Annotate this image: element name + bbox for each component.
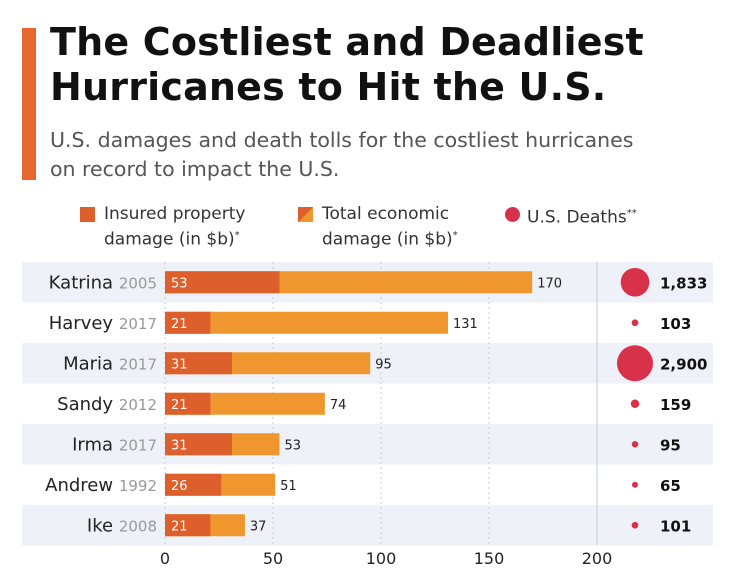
death-label: 65 xyxy=(660,477,681,495)
legend-swatch-insured xyxy=(80,207,95,222)
accent-bar xyxy=(22,28,36,180)
legend-insured: Insured property damage (in $b)* xyxy=(104,203,245,251)
chart-subtitle: U.S. damages and death tolls for the cos… xyxy=(50,126,633,184)
hurricane-year: 2017 xyxy=(119,315,157,333)
subtitle-line-2: on record to impact the U.S. xyxy=(50,157,340,181)
category-label: Katrina 2005 xyxy=(49,272,157,293)
bar-insured-label: 31 xyxy=(171,357,188,372)
bar-insured-label: 21 xyxy=(171,398,188,413)
bar-insured xyxy=(165,514,211,537)
legend-deaths: U.S. Deaths** xyxy=(527,203,637,229)
legend-total-line-2: damage (in $b) xyxy=(322,229,453,250)
title-line-1: The Costliest and Deadliest xyxy=(50,20,644,64)
x-tick-label: 0 xyxy=(160,549,170,568)
bar-insured-label: 21 xyxy=(171,519,188,534)
x-tick-label: 150 xyxy=(474,549,505,568)
category-label: Maria 2017 xyxy=(63,353,157,374)
death-bubble xyxy=(620,267,650,297)
death-bubble xyxy=(617,345,653,382)
death-label: 95 xyxy=(660,436,681,454)
bar-total-label: 53 xyxy=(284,438,301,453)
bar-insured-label: 53 xyxy=(171,276,188,291)
bar-insured-label: 31 xyxy=(171,438,188,453)
legend-insured-mark: * xyxy=(234,230,240,241)
bar-insured xyxy=(165,311,211,334)
hurricane-name: Ike xyxy=(87,515,119,536)
bar-insured xyxy=(165,352,232,375)
bar-insured-label: 21 xyxy=(171,317,188,332)
death-label: 159 xyxy=(660,396,691,414)
chart-title: The Costliest and Deadliest Hurricanes t… xyxy=(50,20,644,110)
hurricane-year: 1992 xyxy=(119,477,157,495)
bar-insured xyxy=(165,271,280,294)
legend-insured-line-1: Insured property xyxy=(104,204,246,224)
death-bubble xyxy=(631,440,639,448)
legend-total: Total economic damage (in $b)* xyxy=(322,203,458,251)
row-band xyxy=(22,424,713,465)
death-bubble xyxy=(632,481,638,488)
bar-total-label: 37 xyxy=(250,519,267,534)
bar-insured-label: 26 xyxy=(171,479,188,494)
legend-total-mark: * xyxy=(452,230,458,241)
bar-insured xyxy=(165,392,211,415)
hurricane-name: Andrew xyxy=(45,475,119,496)
death-bubble xyxy=(631,319,639,327)
death-bubble xyxy=(631,521,639,529)
hurricane-year: 2005 xyxy=(119,274,157,292)
hurricane-year: 2008 xyxy=(119,517,157,535)
hurricane-year: 2017 xyxy=(119,355,157,373)
legend-total-line-1: Total economic xyxy=(322,204,450,224)
legend-insured-line-2: damage (in $b) xyxy=(104,229,235,250)
hurricane-name: Katrina xyxy=(49,272,119,293)
bar-total-label: 95 xyxy=(375,357,392,372)
death-label: 1,833 xyxy=(660,274,707,292)
bar-total-label: 51 xyxy=(280,479,297,494)
x-tick-label: 100 xyxy=(366,549,397,568)
bar-total xyxy=(165,311,448,334)
x-tick-label: 200 xyxy=(582,549,613,568)
title-line-2: Hurricanes to Hit the U.S. xyxy=(50,65,607,109)
death-label: 101 xyxy=(660,517,691,535)
category-label: Andrew 1992 xyxy=(45,475,157,496)
legend-swatch-total xyxy=(298,207,313,222)
bar-total-label: 74 xyxy=(330,398,347,413)
legend-swatch-deaths xyxy=(505,207,520,222)
hurricane-name: Maria xyxy=(63,353,119,374)
death-bubble xyxy=(630,399,640,408)
legend-deaths-label: U.S. Deaths xyxy=(527,207,627,228)
legend-deaths-mark: ** xyxy=(626,208,637,219)
bar-total-label: 170 xyxy=(537,276,562,291)
subtitle-line-1: U.S. damages and death tolls for the cos… xyxy=(50,128,634,152)
category-label: Ike 2008 xyxy=(87,515,157,536)
x-tick-label: 50 xyxy=(263,549,283,568)
bar-insured xyxy=(165,433,232,456)
hurricane-year: 2012 xyxy=(119,396,157,414)
bar-total-label: 131 xyxy=(453,317,478,332)
category-label: Irma 2017 xyxy=(72,434,157,455)
hurricane-year: 2017 xyxy=(119,436,157,454)
category-label: Harvey 2017 xyxy=(49,313,157,334)
hurricane-name: Sandy xyxy=(57,394,119,415)
hurricane-name: Harvey xyxy=(49,313,119,334)
death-label: 2,900 xyxy=(660,355,707,373)
row-band xyxy=(22,505,713,546)
bar-insured xyxy=(165,473,222,496)
category-label: Sandy 2012 xyxy=(57,394,157,415)
hurricane-name: Irma xyxy=(72,434,119,455)
death-label: 103 xyxy=(660,315,691,333)
